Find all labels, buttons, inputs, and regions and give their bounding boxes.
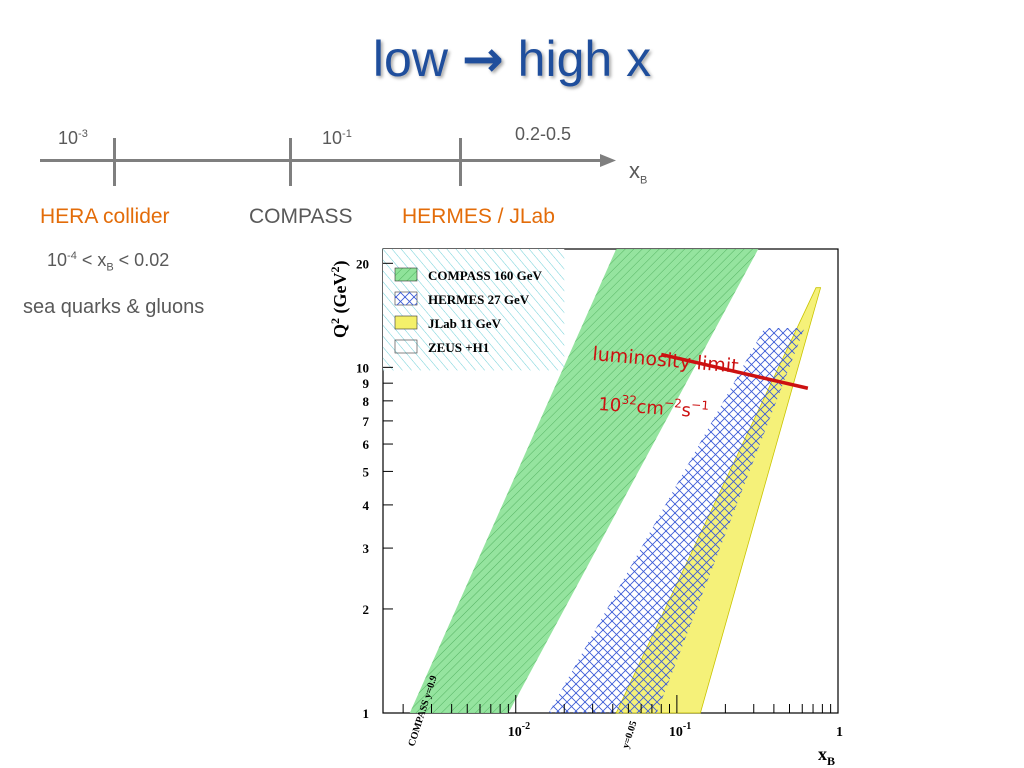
hera-collider-label: HERA collider [40,205,170,228]
scale-tick-3-label: 0.2-0.5 [515,124,572,144]
legend-label-zeus: ZEUS +H1 [428,340,489,355]
arrow-right-icon: → [461,30,504,88]
scale-axis-line [40,159,605,162]
slide-title: low → high x [0,30,1024,88]
area-zeus [383,249,565,621]
scale-axis-label: xB [629,158,648,187]
legend-swatch-compass [394,267,418,282]
area-compass [409,249,759,713]
luminosity-limit-line [660,352,809,390]
legend-swatch-zeus [394,339,418,354]
scale-tick-1 [113,138,116,186]
y-tick-label: 2 [363,602,370,617]
scale-tick-3 [459,138,462,186]
x-tick-label: 10-1 [669,721,691,740]
scale-axis-arrow-icon [600,154,616,167]
title-right: high x [517,31,652,87]
hermes-y-annotation: y=0.05 [620,720,639,750]
y-tick-label: 10 [356,360,369,375]
legend-label-hermes: HERMES 27 GeV [428,292,530,307]
y-tick-label: 4 [363,498,370,513]
y-axis-title: Q2 (GeV2) [328,261,351,339]
y-tick-label: 20 [356,256,369,271]
y-tick-label: 8 [363,394,370,409]
y-tick-label: 1 [363,706,370,721]
hermes-jlab-label: HERMES / JLab [402,205,555,228]
legend-label-jlab: JLab 11 GeV [428,316,502,331]
y-tick-label: 7 [363,414,370,429]
legend-swatch-hermes [395,292,417,305]
hera-note: sea quarks & gluons [23,296,205,318]
legend-label-compass: COMPASS 160 GeV [428,268,542,283]
y-tick-label: 9 [363,376,370,391]
luminosity-value-label: 1032cm−2s−1 [598,391,710,423]
x-axis-title: xB [818,744,835,768]
y-tick-label: 3 [363,541,370,556]
x-tick-label: 1 [836,725,843,740]
scale-tick-2 [289,138,292,186]
compass-label: COMPASS [249,205,353,228]
x-tick-label: 10-2 [508,721,530,740]
title-left: low [372,31,448,87]
scale-tick-2-label: 10-1 [322,128,352,148]
hera-range: 10-4 < xB < 0.02 [47,250,170,274]
y-tick-label: 6 [363,437,370,452]
area-hermes [548,328,805,713]
legend: COMPASS 160 GeV HERMES 27 GeV JLab 11 Ge… [394,267,542,355]
y-tick-label: 5 [363,464,370,479]
scale-tick-1-label: 10-3 [58,128,88,148]
legend-swatch-jlab [394,315,418,330]
